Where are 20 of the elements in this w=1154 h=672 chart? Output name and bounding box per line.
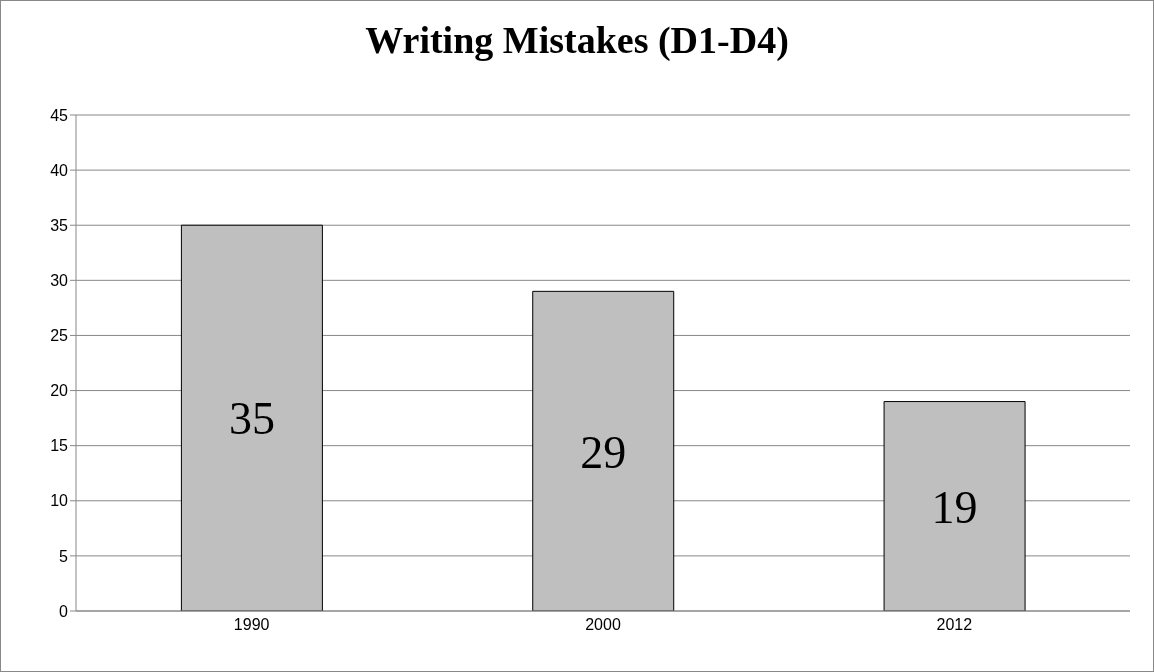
x-tick-label: 1990 <box>233 616 270 634</box>
y-tick-label: 30 <box>50 272 69 290</box>
y-tick-label: 0 <box>59 602 69 620</box>
bar <box>532 290 675 611</box>
bar <box>180 224 323 611</box>
y-tick-label: 15 <box>50 437 69 455</box>
data-label: 19 <box>931 481 978 533</box>
x-tick-label: 2000 <box>585 616 621 634</box>
x-tick-label: 2012 <box>936 616 973 634</box>
y-tick-label: 40 <box>50 161 69 179</box>
y-tick-label: 45 <box>50 106 69 124</box>
data-label: 29 <box>580 426 627 478</box>
chart-title: Writing Mistakes (D1-D4) <box>364 18 790 62</box>
y-tick-label: 35 <box>50 216 69 234</box>
bar <box>883 401 1026 611</box>
data-label: 35 <box>228 393 275 445</box>
y-tick-label: 25 <box>50 327 69 345</box>
y-tick-label: 5 <box>59 547 69 565</box>
y-tick-label: 20 <box>50 382 69 400</box>
y-tick-label: 10 <box>50 492 69 510</box>
